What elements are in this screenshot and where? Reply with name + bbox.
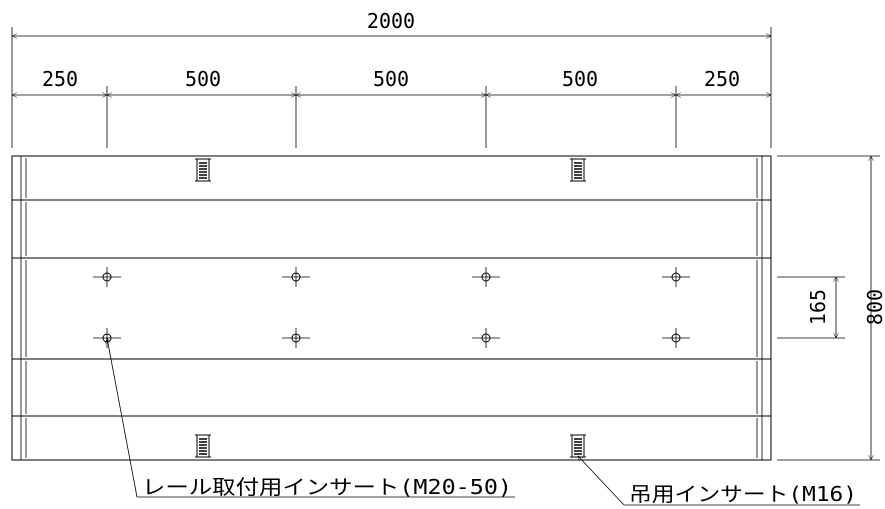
label-rail-insert: レール取付用インサート(M20-50) bbox=[142, 475, 512, 499]
lifting-insert bbox=[195, 158, 211, 182]
rail-insert bbox=[472, 267, 500, 287]
dim-segment-2: 500 bbox=[185, 67, 221, 91]
rail-insert bbox=[662, 267, 690, 287]
lifting-insert bbox=[195, 434, 211, 458]
dim-total-length: 2000 bbox=[367, 9, 415, 33]
rail-insert bbox=[282, 267, 310, 287]
dim-segment-4: 500 bbox=[562, 67, 598, 91]
rail-insert bbox=[662, 328, 690, 348]
dimension-segments: 250 500 500 500 250 bbox=[12, 67, 771, 148]
rail-insert bbox=[93, 267, 121, 287]
dim-segment-1: 250 bbox=[42, 67, 78, 91]
dim-segment-3: 500 bbox=[373, 67, 409, 91]
lifting-insert bbox=[570, 434, 586, 458]
dimension-side: 165 800 bbox=[777, 156, 885, 460]
dimension-overall: 2000 bbox=[12, 9, 771, 148]
lifting-insert bbox=[570, 158, 586, 182]
slab-outline bbox=[11, 155, 772, 461]
rail-insert bbox=[282, 328, 310, 348]
leader-lifting-insert: 吊用インサート(M16) bbox=[578, 456, 860, 506]
dim-segment-5: 250 bbox=[704, 67, 740, 91]
dim-insert-spacing: 165 bbox=[806, 289, 830, 325]
rail-insert bbox=[472, 328, 500, 348]
dim-total-width: 800 bbox=[863, 289, 885, 325]
label-lifting-insert: 吊用インサート(M16) bbox=[629, 482, 857, 506]
leader-rail-insert: レール取付用インサート(M20-50) bbox=[107, 338, 515, 499]
